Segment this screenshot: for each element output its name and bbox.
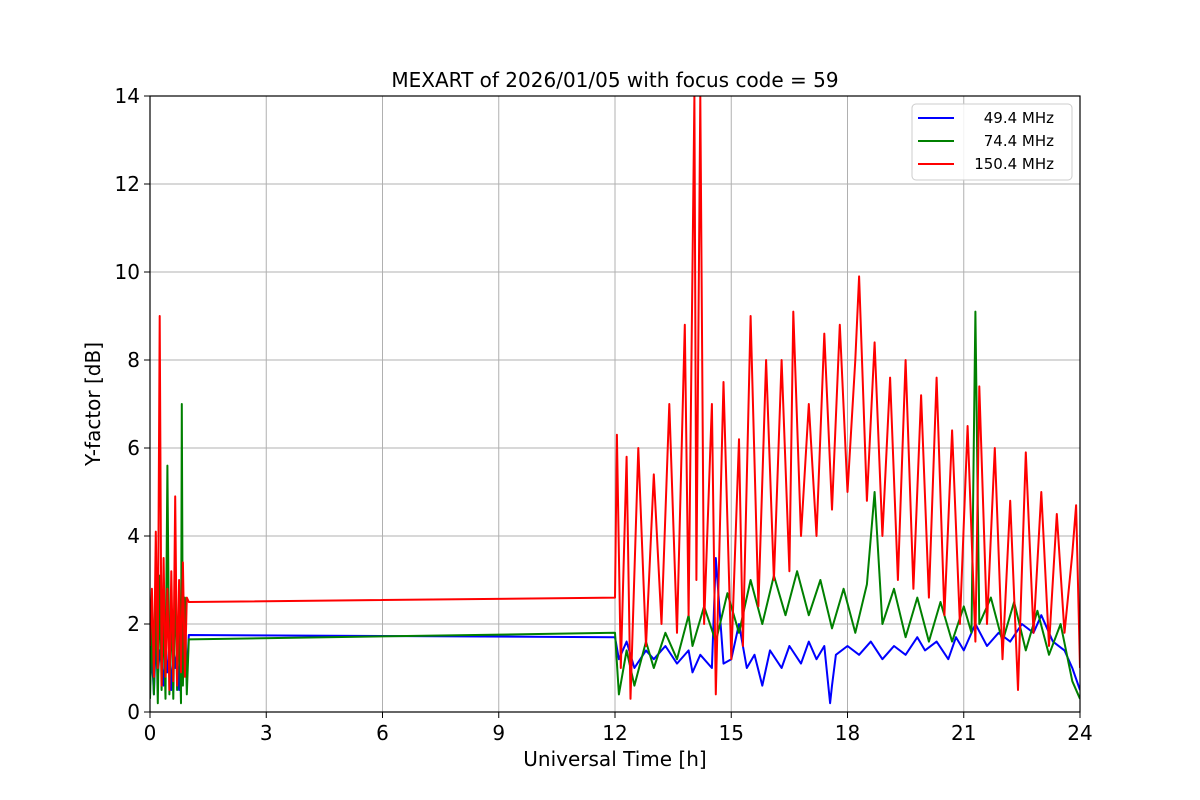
x-tick-label: 12 <box>602 721 627 745</box>
y-tick-label: 14 <box>115 84 140 108</box>
y-tick-label: 2 <box>127 612 140 636</box>
x-tick-label: 21 <box>951 721 976 745</box>
legend: 49.4 MHz 74.4 MHz 150.4 MHz <box>911 103 1073 181</box>
y-tick-label: 10 <box>115 260 140 284</box>
y-tick-label: 0 <box>127 700 140 724</box>
y-tick-label: 12 <box>115 172 140 196</box>
legend-label: 49.4 MHz <box>984 109 1054 127</box>
x-tick-label: 6 <box>376 721 389 745</box>
x-tick-label: 18 <box>835 721 860 745</box>
x-tick-label: 3 <box>260 721 273 745</box>
y-tick-label: 4 <box>127 524 140 548</box>
x-tick-label: 9 <box>492 721 505 745</box>
legend-label: 74.4 MHz <box>984 132 1054 150</box>
legend-box <box>911 103 1073 181</box>
series-layer <box>150 96 1080 705</box>
chart-title: MEXART of 2026/01/05 with focus code = 5… <box>391 68 838 92</box>
y-axis-label: Y-factor [dB] <box>81 342 105 467</box>
legend-label: 150.4 MHz <box>974 155 1054 173</box>
x-tick-label: 0 <box>144 721 157 745</box>
y-tick-label: 8 <box>127 348 140 372</box>
x-tick-label: 15 <box>719 721 744 745</box>
x-tick-label: 24 <box>1067 721 1092 745</box>
y-tick-label: 6 <box>127 436 140 460</box>
x-axis-label: Universal Time [h] <box>523 747 706 771</box>
series-line-150-4-mhz <box>150 96 1080 700</box>
